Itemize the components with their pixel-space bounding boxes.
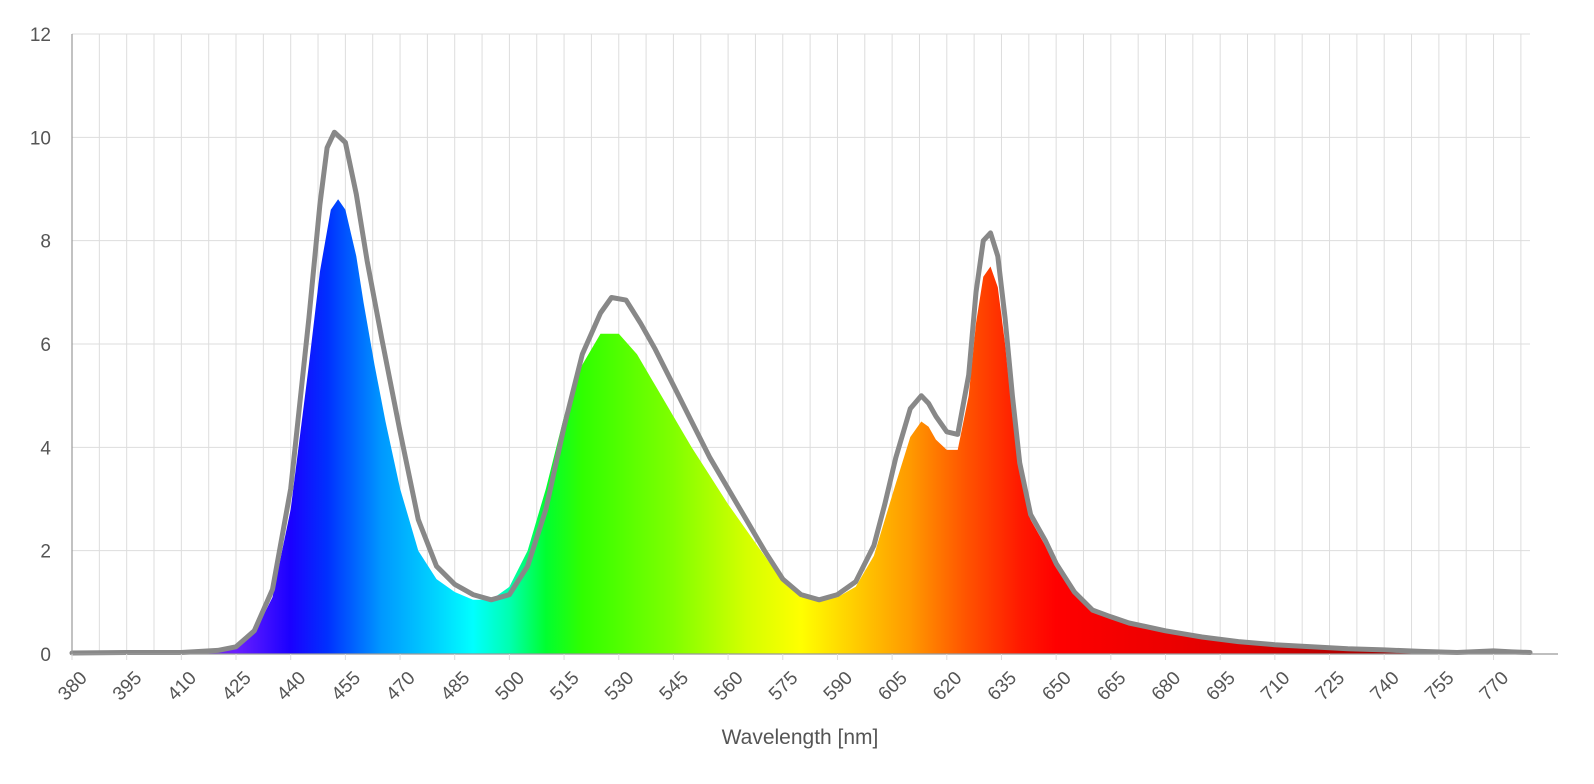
y-tick-label: 10 [30,128,51,149]
y-tick-label: 2 [40,542,51,563]
y-tick-label: 6 [40,335,51,356]
y-tick-labels: 0 2 4 6 8 10 12 [30,25,52,666]
y-tick-label: 0 [40,645,51,666]
x-tick-label: 575 [765,668,802,705]
x-tick-label: 665 [1093,668,1130,705]
reference-spectrum-line [69,129,1533,656]
x-tick-label: 470 [382,668,419,705]
y-tick-label: 8 [40,232,51,253]
x-tick-label: 725 [1312,668,1349,705]
x-tick-labels: 380 395 410 425 440 455 470 485 500 515 530 545 560 5… [54,654,1513,705]
x-tick-label: 695 [1202,668,1239,705]
reference-line-layer [69,129,1533,656]
x-axis-title: Wavelength [nm] [722,726,879,749]
x-tick-label: 425 [218,668,255,705]
x-tick-label: 485 [437,668,474,705]
x-tick-label: 545 [656,668,693,705]
x-tick-label: 635 [984,668,1021,705]
axes [71,34,1558,655]
x-tick-label: 620 [929,668,966,705]
x-tick-label: 560 [710,668,747,705]
x-tick-label: 680 [1148,668,1185,705]
x-tick-label: 755 [1421,668,1458,705]
x-tick-label: 605 [874,668,911,705]
x-tick-label: 455 [328,668,365,705]
x-tick-label: 440 [273,668,310,705]
x-tick-label: 590 [820,668,857,705]
y-tick-label: 12 [30,25,51,46]
x-tick-label: 500 [492,668,529,705]
x-tick-label: 770 [1476,668,1513,705]
y-tick-label: 4 [40,438,51,459]
x-tick-label: 740 [1367,668,1404,705]
x-tick-label: 395 [109,668,146,705]
spectrum-area [72,199,1530,655]
spectrum-fill-layer [72,199,1530,655]
x-tick-label: 710 [1257,668,1294,705]
x-tick-label: 650 [1038,668,1075,705]
x-tick-label: 530 [601,668,638,705]
x-tick-label: 515 [546,668,583,705]
x-tick-label: 380 [54,668,91,705]
x-tick-label: 410 [164,668,201,705]
